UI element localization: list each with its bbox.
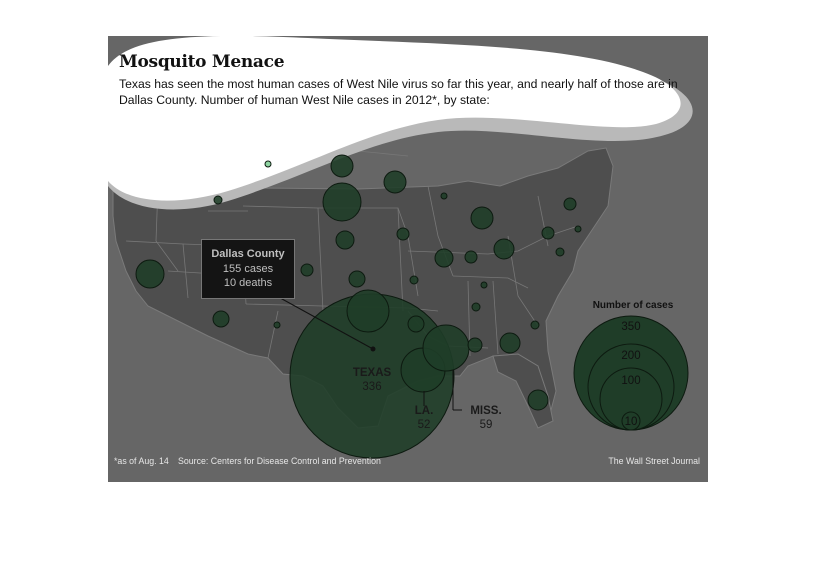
bubble-kentucky: [480, 281, 488, 289]
infographic: Mosquito Menace Texas has seen the most …: [108, 36, 708, 482]
legend-label-10: 10: [624, 416, 638, 428]
callout-name: Dallas County: [211, 248, 285, 261]
bubble-minnesota: [383, 170, 407, 194]
bubble-florida: [527, 389, 549, 411]
bubble-illinois: [434, 248, 454, 268]
legend-label-200: 200: [621, 350, 641, 362]
label-mississippi-value: 59: [479, 419, 493, 431]
source-note: Source: Centers for Disease Control and …: [178, 456, 381, 466]
bubble-missouri: [409, 275, 419, 285]
chart-title: Mosquito Menace: [119, 52, 285, 72]
bubble-california: [135, 259, 165, 289]
bubble-new-jersey: [574, 225, 582, 233]
bubble-arkansas: [407, 315, 425, 333]
chart-subtitle: Texas has seen the most human cases of W…: [119, 77, 678, 107]
bubble-mississippi: [422, 324, 470, 372]
legend-label-100: 100: [621, 375, 641, 387]
callout-cases: 155 cases: [222, 262, 274, 275]
label-louisiana-value: 52: [417, 419, 431, 431]
label-texas: TEXAS 336: [322, 366, 422, 394]
label-texas-value: 336: [362, 381, 382, 393]
bubble-wisconsin: [440, 192, 448, 200]
bubble-arizona: [212, 310, 230, 328]
label-mississippi: MISS. 59: [463, 404, 509, 432]
bubble-south-dakota: [322, 182, 362, 222]
bubble-alabama: [467, 337, 483, 353]
callout-pointer: [272, 293, 374, 350]
bubble-michigan: [470, 206, 494, 230]
state-bubbles: [135, 154, 582, 459]
us-map: [108, 36, 693, 459]
bubble-idaho: [264, 160, 272, 168]
dallas-marker: [370, 346, 376, 352]
bubble-oklahoma: [346, 289, 390, 333]
footnote: *as of Aug. 14: [114, 456, 169, 466]
bubble-kansas: [348, 270, 366, 288]
bubble-virginia: [555, 247, 565, 257]
legend-title: Number of cases: [592, 300, 674, 311]
callout-deaths: 10 deaths: [223, 277, 273, 290]
bubble-ohio: [493, 238, 515, 260]
bubble-oregon: [213, 195, 223, 205]
label-texas-name: TEXAS: [352, 367, 392, 379]
bubble-iowa: [396, 227, 410, 241]
bubble-georgia: [499, 332, 521, 354]
bubble-south-carolina: [530, 320, 540, 330]
bubble-nebraska: [335, 230, 355, 250]
highlight-swoosh: [108, 36, 693, 210]
legend-circle-10: [621, 411, 641, 431]
label-mississippi-name: MISS.: [470, 405, 502, 417]
bubble-pennsylvania: [541, 226, 555, 240]
bubble-tennessee: [471, 302, 481, 312]
legend-circles: [573, 315, 689, 431]
bubble-indiana: [464, 250, 478, 264]
credit: The Wall Street Journal: [608, 456, 700, 466]
legend-label-350: 350: [621, 321, 641, 333]
bubble-new-york: [563, 197, 577, 211]
swoosh-fill: [108, 36, 681, 201]
label-louisiana-name: LA.: [414, 405, 434, 417]
bubble-new-mexico: [273, 321, 281, 329]
bubble-north-dakota: [330, 154, 354, 178]
label-louisiana: LA. 52: [404, 404, 444, 432]
dallas-county-callout: Dallas County 155 cases 10 deaths: [201, 239, 295, 299]
bubble-colorado: [300, 263, 314, 277]
